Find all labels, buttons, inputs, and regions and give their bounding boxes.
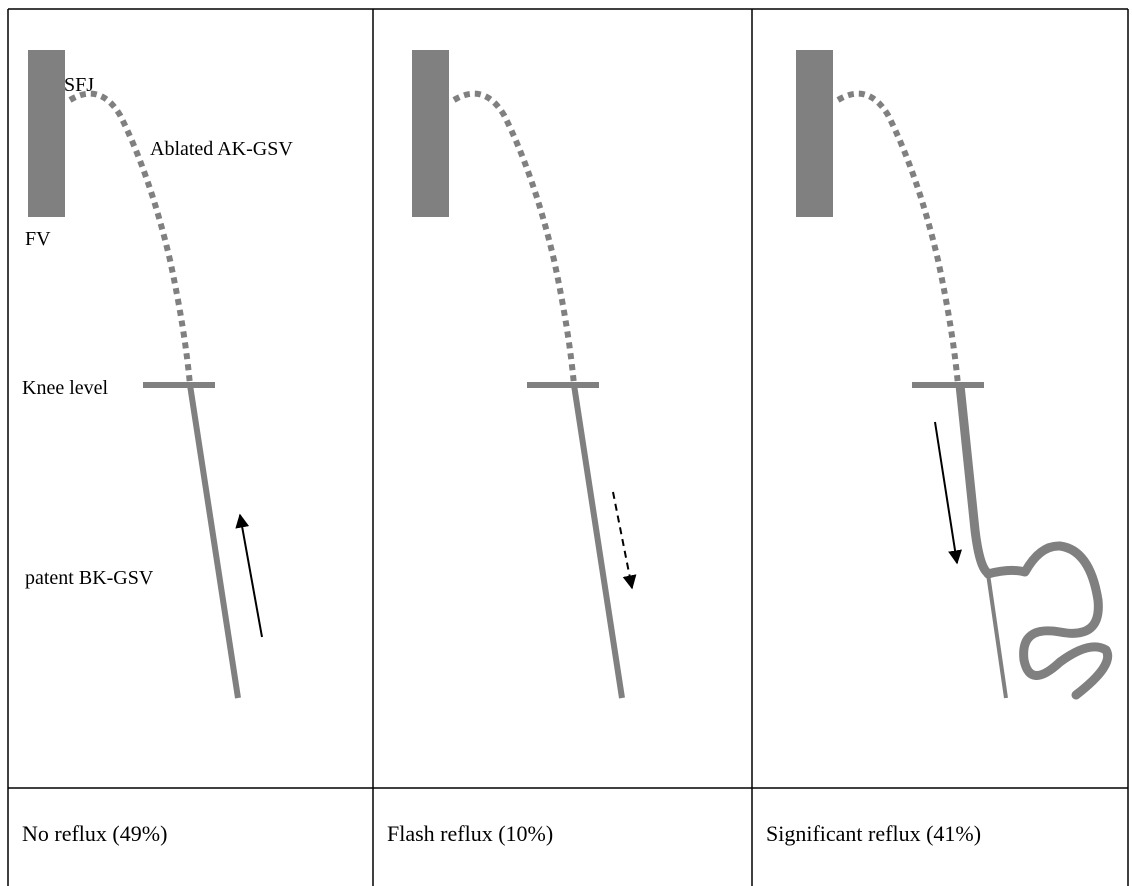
caption: No reflux (49%) <box>22 821 167 846</box>
label-patent: patent BK-GSV <box>25 567 154 589</box>
femoral-vein <box>28 50 65 217</box>
label-knee: Knee level <box>22 377 109 399</box>
caption: Flash reflux (10%) <box>387 821 553 846</box>
label-sfj: SFJ <box>64 74 94 96</box>
femoral-vein <box>412 50 449 217</box>
label-ablated: Ablated AK-GSV <box>150 138 293 160</box>
femoral-vein <box>796 50 833 217</box>
caption: Significant reflux (41%) <box>766 821 981 846</box>
label-fv: FV <box>25 228 51 250</box>
diagram: SFJ Ablated AK-GSV FV Knee level patent … <box>0 0 1132 886</box>
